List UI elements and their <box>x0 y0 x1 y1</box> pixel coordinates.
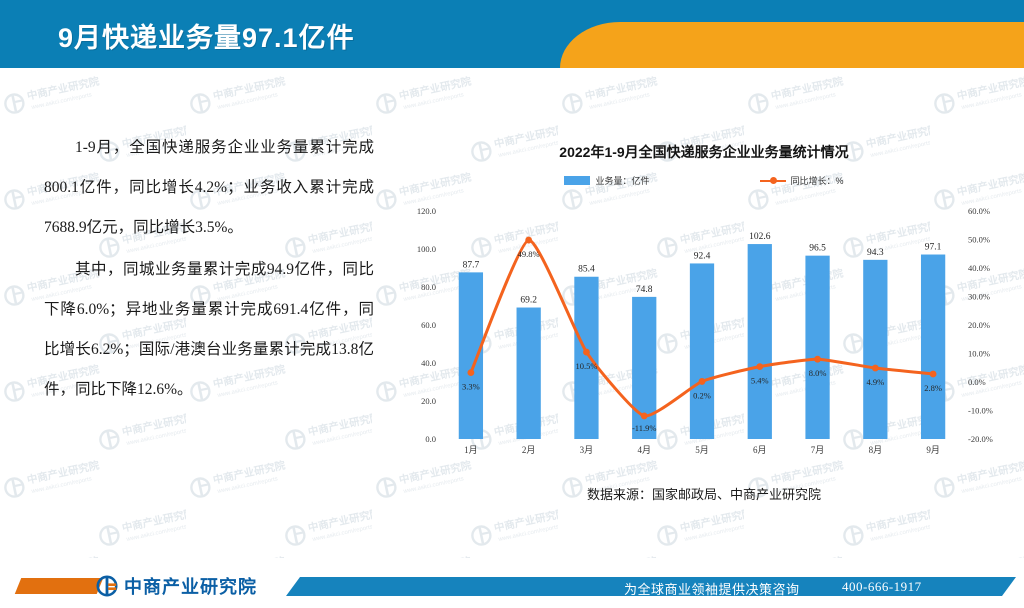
chart-legend: 业务量：亿件 同比增长：% <box>398 174 1010 187</box>
legend-item-bars: 业务量：亿件 <box>564 174 650 187</box>
y-left-tick: 60.0 <box>421 320 436 330</box>
bar-value-label: 92.4 <box>694 251 711 261</box>
x-axis-label: 1月 <box>464 445 478 455</box>
bar-value-label: 69.2 <box>520 296 537 306</box>
line-value-label: 4.9% <box>866 377 884 387</box>
legend-bar-swatch-icon <box>564 176 591 185</box>
bar-value-label: 97.1 <box>925 243 942 253</box>
y-right-tick: 60.0% <box>968 206 990 216</box>
paragraph-1: 1-9月，全国快递服务企业业务量累计完成800.1亿件，同比增长4.2%；业务收… <box>44 139 374 236</box>
legend-line-swatch-icon <box>759 176 786 185</box>
article-text-column: 1-9月，全国快递服务企业业务量累计完成800.1亿件，同比增长4.2%；业务收… <box>44 128 374 410</box>
data-source-note: 数据来源：国家邮政局、中商产业研究院 <box>586 487 821 502</box>
x-axis-category-labels: 1月 2月 3月 4月 5月 6月 7月 8月 9月 <box>464 445 940 455</box>
chart-svg: 0.0 20.0 40.0 60.0 80.0 100.0 120.0 -20.0% -10.… <box>417 206 993 455</box>
page-title: 9月快递业务量97.1亿件 <box>58 23 355 53</box>
bar <box>805 255 830 439</box>
line-marker <box>583 348 590 356</box>
bar <box>747 244 772 439</box>
line-value-label: 5.4% <box>751 376 769 386</box>
x-axis-label: 6月 <box>753 445 767 455</box>
y-right-tick: 30.0% <box>968 292 990 302</box>
brand-name: 中商产业研究院 <box>124 577 257 597</box>
x-axis-label: 3月 <box>580 445 594 455</box>
bar <box>574 276 599 439</box>
y-right-tick: 20.0% <box>968 320 990 330</box>
line-marker <box>756 363 764 371</box>
x-axis-label: 8月 <box>869 445 883 455</box>
x-axis-label: 4月 <box>637 445 651 455</box>
bar <box>458 272 484 439</box>
y-left-tick: 40.0 <box>421 358 436 368</box>
bar <box>920 254 946 439</box>
legend-label-line: 同比增长：% <box>790 176 844 186</box>
line-marker <box>640 412 648 420</box>
header-bar: 9月快递业务量97.1亿件 <box>0 0 1024 68</box>
line-value-label: 10.5% <box>575 361 597 371</box>
plot-area: 0.0 20.0 40.0 60.0 80.0 100.0 120.0 -20.0% -10.… <box>398 195 1010 465</box>
line-marker <box>814 355 821 363</box>
footer-phone: 400-666-1917 <box>842 579 922 594</box>
footer-bar: 中商产业研究院 为全球商业领袖提供决策咨询 400-666-1917 <box>0 560 1024 608</box>
header-orange-accent <box>560 22 1024 68</box>
bar <box>863 259 888 439</box>
line-marker <box>871 364 879 372</box>
line-value-label: 49.8% <box>518 249 540 259</box>
y-right-tick: 0.0% <box>968 377 986 387</box>
legend-label-bars: 业务量：亿件 <box>595 176 650 186</box>
footer-orange-accent <box>14 578 104 594</box>
x-axis-label: 9月 <box>926 445 940 455</box>
footer-blue-band <box>286 577 1016 596</box>
line-marker <box>929 370 937 378</box>
line-value-label: 2.8% <box>924 383 942 393</box>
x-axis-label: 5月 <box>695 445 709 455</box>
brand-logo: 中商产业研究院 <box>96 573 257 599</box>
line-value-label: 8.0% <box>809 368 827 378</box>
y-right-tick: 40.0% <box>968 263 990 273</box>
y-left-tick: 100.0 <box>417 244 436 254</box>
line-value-label: 3.3% <box>462 382 480 392</box>
line-marker <box>525 236 533 244</box>
bar-value-label: 94.3 <box>867 248 884 258</box>
y-axis-right-labels: -20.0% -10.0% 0.0% 10.0% 20.0% 30.0% 40.0% 50.0… <box>968 206 993 444</box>
y-axis-left-labels: 0.0 20.0 40.0 60.0 80.0 100.0 120.0 <box>417 206 436 444</box>
bar <box>516 307 541 439</box>
chart-title: 2022年1-9月全国快递服务企业业务量统计情况 <box>559 144 849 160</box>
bar-value-label: 74.8 <box>636 285 653 295</box>
y-right-tick: 10.0% <box>968 349 990 359</box>
paragraph-2: 其中，同城业务量累计完成94.9亿件，同比下降6.0%；异地业务量累计完成691… <box>44 261 374 398</box>
footer-slogan: 为全球商业领袖提供决策咨询 <box>624 582 800 597</box>
y-left-tick: 0.0 <box>425 434 436 444</box>
bar-series <box>458 244 946 439</box>
company-logo-icon <box>96 575 118 597</box>
y-right-tick: 50.0% <box>968 235 990 245</box>
bar <box>689 263 715 439</box>
y-left-tick: 80.0 <box>421 282 436 292</box>
chart-panel: 2022年1-9月全国快递服务企业业务量统计情况 业务量：亿件 同比增长：% 0… <box>398 136 1010 516</box>
bar-value-label: 102.6 <box>749 232 771 242</box>
line-value-label: -11.9% <box>632 423 656 433</box>
bar-value-label: 96.5 <box>809 244 826 254</box>
line-marker <box>467 369 475 376</box>
line-value-label: 0.2% <box>693 390 711 400</box>
y-right-tick: -10.0% <box>968 406 993 416</box>
x-axis-label: 2月 <box>522 445 536 455</box>
y-left-tick: 20.0 <box>421 396 436 406</box>
line-marker <box>698 378 706 385</box>
legend-item-line: 同比增长：% <box>759 174 844 187</box>
x-axis-label: 7月 <box>811 445 825 455</box>
y-left-tick: 120.0 <box>417 206 436 216</box>
y-right-tick: -20.0% <box>968 434 993 444</box>
bar-value-label: 85.4 <box>578 265 595 275</box>
bar-value-label: 87.7 <box>463 260 480 270</box>
